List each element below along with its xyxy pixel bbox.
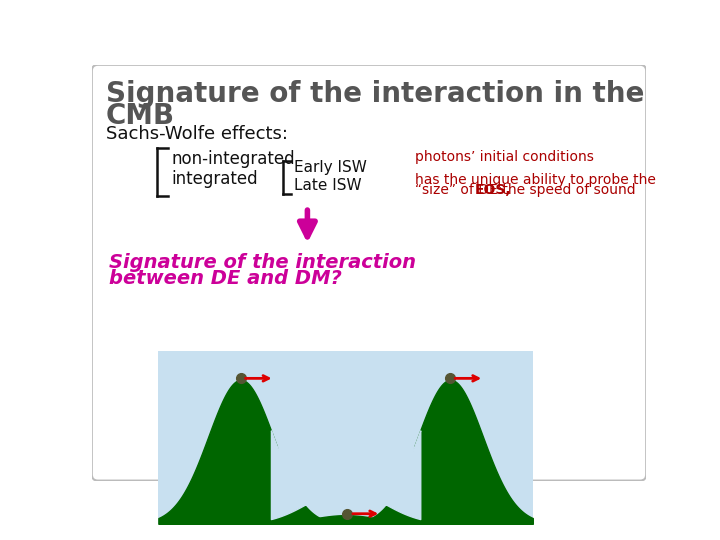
Text: has the unique ability to probe the: has the unique ability to probe the (415, 173, 656, 187)
Text: non-integrated: non-integrated (171, 150, 294, 168)
Text: EOS,: EOS, (474, 184, 511, 198)
Text: CMB: CMB (106, 102, 175, 130)
Text: Late ISW: Late ISW (294, 178, 361, 193)
Text: Signature of the interaction in the: Signature of the interaction in the (106, 80, 644, 108)
FancyBboxPatch shape (92, 65, 647, 481)
Text: Signature of the interaction: Signature of the interaction (109, 253, 415, 273)
Text: Early ISW: Early ISW (294, 159, 366, 174)
Text: “size” of DE:: “size” of DE: (415, 184, 516, 198)
Text: photons’ initial conditions: photons’ initial conditions (415, 150, 594, 164)
Text: integrated: integrated (171, 170, 258, 187)
Text: Sachs-Wolfe effects:: Sachs-Wolfe effects: (106, 125, 288, 143)
FancyArrowPatch shape (300, 210, 315, 237)
Text: the speed of sound: the speed of sound (498, 184, 635, 198)
Text: between DE and DM?: between DE and DM? (109, 269, 341, 288)
